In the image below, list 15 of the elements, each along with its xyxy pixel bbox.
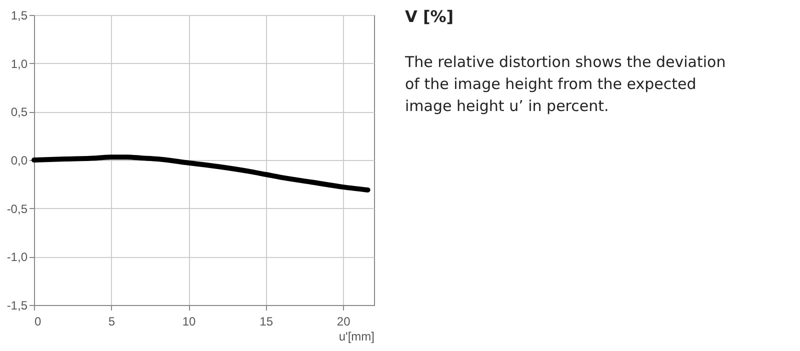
y-tick-label: 0,5 <box>10 105 28 120</box>
x-axis-title: u'[mm] <box>338 330 374 344</box>
y-tick-label: -0,5 <box>6 202 28 216</box>
y-tick-label: -1,5 <box>6 298 28 312</box>
y-tick-label: 0,0 <box>10 154 28 168</box>
x-tick-label: 20 <box>336 314 351 328</box>
x-tick-label: 5 <box>108 314 116 328</box>
text: V [%] <box>405 7 454 26</box>
x-tick-label: 15 <box>260 314 274 328</box>
x-tick-label: 10 <box>182 314 196 328</box>
y-tick-label: -1,0 <box>6 250 28 264</box>
y-tick-label: 1,5 <box>10 8 28 22</box>
y-tick-label: 1,0 <box>10 56 28 71</box>
text: The relative distortion shows the deviation of the image height from the expected image height u’ in percent. <box>404 53 726 115</box>
x-tick-label: 0 <box>34 314 42 328</box>
